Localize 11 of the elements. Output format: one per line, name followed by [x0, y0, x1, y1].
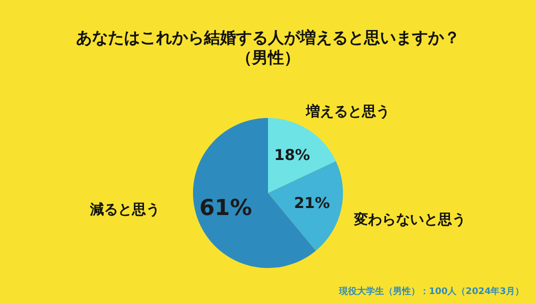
chart-title: あなたはこれから結婚する人が増えると思いますか？ [76, 28, 460, 47]
text: 現役大学生（男性）：100人（2024年3月） [338, 286, 524, 297]
pie-slice [268, 161, 343, 251]
slice-label: 増えると思う [305, 103, 390, 120]
data-label: 21% [294, 194, 330, 212]
slice-label: 変わらないと思う [353, 211, 466, 228]
pie-slice [268, 118, 336, 193]
chart-subtitle: （男性） [236, 48, 300, 67]
data-label: 61% [199, 196, 252, 222]
slice-label: 減ると思う [89, 202, 160, 218]
data-label: 18% [274, 146, 310, 164]
